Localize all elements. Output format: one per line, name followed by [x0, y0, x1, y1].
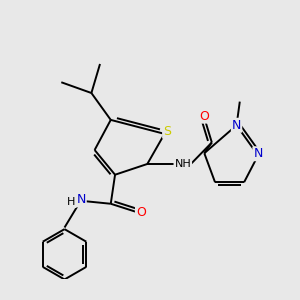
Text: N: N — [76, 194, 86, 206]
Text: S: S — [163, 125, 171, 138]
Text: NH: NH — [174, 159, 191, 169]
Text: N: N — [254, 147, 263, 160]
Text: O: O — [136, 206, 146, 219]
Text: O: O — [200, 110, 209, 123]
Text: H: H — [67, 197, 76, 207]
Text: N: N — [232, 119, 241, 132]
